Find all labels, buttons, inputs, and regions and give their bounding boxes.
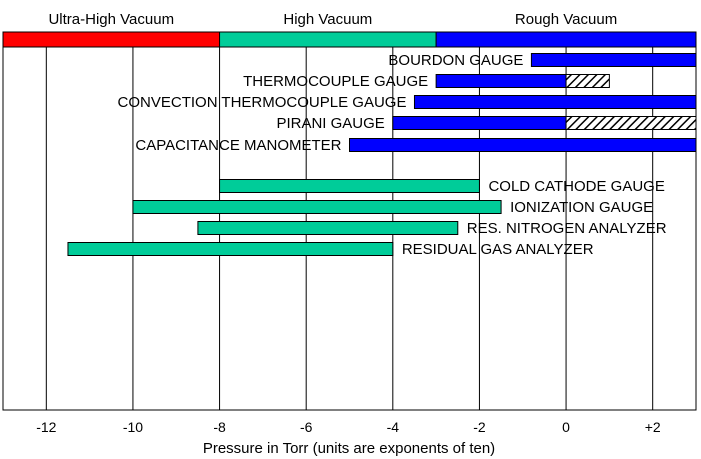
tick-label-7: +2 — [645, 419, 661, 435]
tick-label-2: -8 — [213, 419, 226, 435]
tick-label-4: -4 — [387, 419, 400, 435]
gauge-label-7: RES. NITROGEN ANALYZER — [467, 220, 667, 237]
gauge-label-4: CAPACITANCE MANOMETER — [135, 137, 341, 154]
gauge-bar-4 — [349, 138, 697, 152]
plot-frame — [2, 31, 697, 411]
gauge-bar-extension-1 — [565, 74, 610, 88]
gauge-label-6: IONIZATION GAUGE — [510, 199, 653, 216]
x-axis-label: Pressure in Torr (units are exponents of… — [203, 440, 495, 457]
range-label-0: Ultra-High Vacuum — [48, 11, 174, 28]
tick-label-6: 0 — [562, 419, 570, 435]
gauge-bar-8 — [67, 242, 394, 256]
gauge-bar-6 — [132, 200, 502, 214]
range-label-1: High Vacuum — [283, 11, 372, 28]
range-band-2 — [435, 31, 697, 48]
gauge-label-5: COLD CATHODE GAUGE — [488, 178, 664, 195]
gauge-bar-5 — [219, 179, 480, 193]
tick-label-5: -2 — [473, 419, 486, 435]
gauge-bar-2 — [413, 95, 697, 109]
range-band-0 — [2, 31, 221, 48]
gauge-label-0: BOURDON GAUGE — [388, 52, 523, 69]
tick-label-1: -10 — [123, 419, 143, 435]
gauge-bar-0 — [530, 53, 697, 67]
tick-label-3: -6 — [300, 419, 313, 435]
gauge-bar-extension-3 — [565, 116, 697, 130]
tick-label-0: -12 — [36, 419, 56, 435]
gauge-label-2: CONVECTION THERMOCOUPLE GAUGE — [118, 94, 407, 111]
gauge-bar-3 — [392, 116, 567, 130]
range-band-1 — [219, 31, 437, 48]
gauge-bar-1 — [435, 74, 567, 88]
gauge-bar-7 — [197, 221, 459, 235]
range-label-2: Rough Vacuum — [515, 11, 617, 28]
gauge-label-1: THERMOCOUPLE GAUGE — [243, 73, 428, 90]
gauge-label-3: PIRANI GAUGE — [276, 115, 384, 132]
gauge-label-8: RESIDUAL GAS ANALYZER — [402, 241, 594, 258]
